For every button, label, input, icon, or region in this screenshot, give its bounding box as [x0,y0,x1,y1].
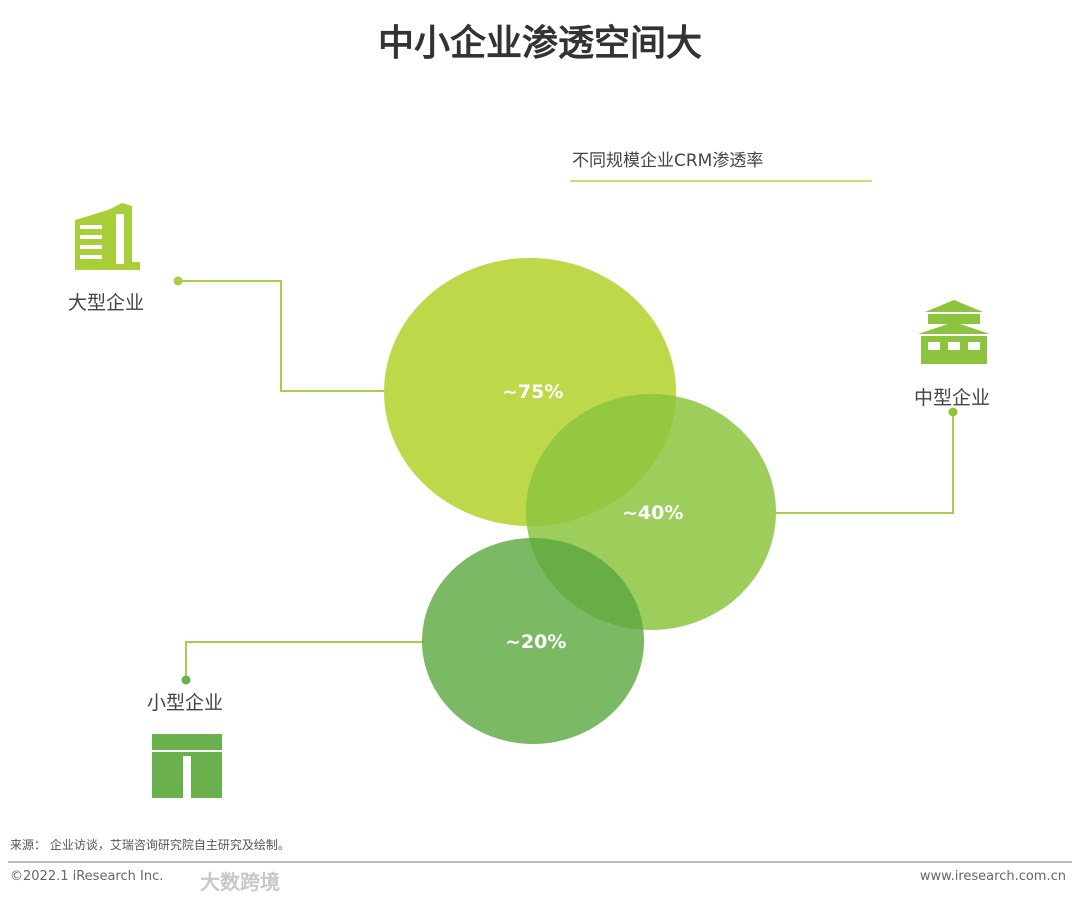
value-small: ~20% [505,631,567,653]
source-note: 来源： 企业访谈，艾瑞咨询研究院自主研究及绘制。 [10,838,290,852]
chart-subtitle: 不同规模企业CRM渗透率 [572,151,764,171]
website-link[interactable]: www.iresearch.com.cn [919,869,1066,884]
connector-large [178,280,386,392]
footer-divider [8,861,1072,863]
office-building-icon [75,203,140,270]
value-medium: ~40% [622,502,684,524]
shop-awning-icon [152,734,222,798]
copyright: ©2022.1 iResearch Inc. [10,869,164,884]
watermark: 大数跨境 [200,870,280,894]
subtitle-underline [570,180,872,182]
label-small-enterprise: 小型企业 [147,692,224,714]
page-title: 中小企业渗透空间大 [377,23,702,64]
connector-dot-large [173,276,183,286]
factory-building-icon [918,300,990,364]
connector-dot-small [181,675,191,685]
connector-small [185,641,424,680]
connector-medium [776,412,954,514]
circle-small [422,538,644,744]
label-large-enterprise: 大型企业 [68,292,145,314]
value-large: ~75% [502,381,564,403]
label-medium-enterprise: 中型企业 [914,387,991,409]
connector-dot-medium [948,407,958,417]
